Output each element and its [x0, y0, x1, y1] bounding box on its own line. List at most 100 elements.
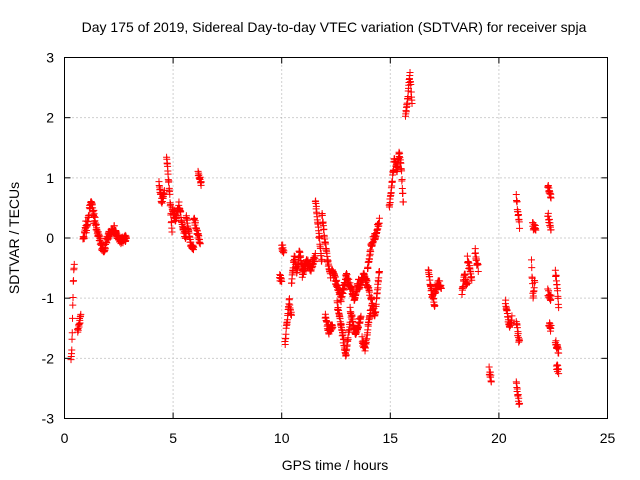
x-tick-label: 25: [600, 430, 616, 446]
data-point: [312, 202, 320, 210]
data-point: [487, 378, 495, 386]
data-point: [168, 228, 176, 236]
data-point: [278, 278, 286, 286]
data-point: [547, 226, 555, 234]
data-point: [544, 209, 552, 217]
data-point: [386, 198, 394, 206]
y-tick-label: -1: [42, 290, 55, 306]
data-point: [69, 293, 77, 301]
data-point: [98, 240, 106, 248]
plot-frame: [64, 57, 608, 419]
data-point: [513, 324, 521, 332]
data-point: [70, 277, 78, 285]
x-tick-label: 20: [491, 430, 507, 446]
data-point: [398, 176, 406, 184]
data-point: [512, 190, 520, 198]
data-point: [528, 264, 536, 272]
data-point: [375, 214, 383, 222]
data-point: [487, 371, 495, 379]
data-point: [282, 330, 290, 338]
data-point: [551, 266, 559, 274]
data-point: [527, 256, 535, 264]
data-point: [364, 264, 372, 272]
y-tick-label: -2: [42, 350, 55, 366]
data-point: [68, 329, 76, 337]
data-point: [320, 225, 328, 233]
data-point: [287, 311, 295, 319]
data-point: [472, 249, 480, 257]
data-point: [388, 177, 396, 185]
data-point: [345, 275, 353, 283]
data-point: [408, 100, 416, 108]
axis-ticks: [64, 57, 608, 419]
data-point: [77, 310, 85, 318]
data-point: [474, 268, 482, 276]
data-point: [349, 315, 357, 323]
data-point: [375, 268, 383, 276]
data-point: [394, 164, 402, 172]
data-point: [431, 302, 439, 310]
y-tick-label: 3: [46, 50, 54, 66]
data-point: [515, 218, 523, 226]
data-point: [399, 198, 407, 206]
data-point: [168, 218, 176, 226]
data-point: [516, 337, 524, 345]
data-point: [532, 226, 540, 234]
data-point: [545, 287, 553, 295]
data-point: [344, 336, 352, 344]
data-point: [196, 240, 204, 248]
x-tick-label: 0: [61, 430, 69, 446]
data-point: [468, 276, 476, 284]
data-point: [485, 363, 493, 371]
data-point: [69, 314, 77, 322]
y-tick-label: -3: [42, 411, 55, 427]
x-axis-label: GPS time / hours: [282, 457, 389, 473]
data-point: [367, 248, 375, 256]
data-point: [555, 304, 563, 312]
data-points: [67, 69, 563, 408]
data-point: [398, 167, 406, 175]
data-point: [374, 284, 382, 292]
data-point: [531, 278, 539, 286]
data-point: [177, 207, 185, 215]
data-point: [502, 296, 510, 304]
data-point: [69, 301, 77, 309]
x-tick-label: 15: [383, 430, 399, 446]
data-point: [280, 247, 288, 255]
data-point: [407, 80, 415, 88]
y-axis-label: SDTVAR / TECUs: [6, 182, 22, 294]
y-tick-labels: -3 -2 -1 0 1 2 3: [42, 50, 55, 427]
data-point: [122, 234, 130, 242]
data-point: [547, 321, 555, 329]
data-point: [285, 295, 293, 303]
data-point: [555, 370, 563, 378]
data-point: [366, 313, 374, 321]
data-point: [316, 234, 324, 242]
data-point: [515, 394, 523, 402]
grid-lines: [64, 57, 608, 419]
data-point: [508, 312, 516, 320]
data-point: [547, 194, 555, 202]
data-point: [513, 385, 521, 393]
data-point: [547, 291, 555, 299]
data-point: [516, 399, 524, 407]
data-point: [463, 252, 471, 260]
data-point: [166, 190, 174, 198]
y-tick-label: 1: [46, 170, 54, 186]
data-point: [68, 335, 76, 343]
chart-title: Day 175 of 2019, Sidereal Day-to-day VTE…: [82, 19, 587, 35]
data-point: [406, 69, 414, 77]
data-point: [197, 178, 205, 186]
data-point: [318, 255, 326, 263]
data-point: [545, 215, 553, 223]
y-tick-label: 0: [46, 230, 54, 246]
data-point: [183, 216, 191, 224]
x-tick-label: 5: [169, 430, 177, 446]
data-point: [318, 211, 326, 219]
data-point: [473, 255, 481, 263]
data-point: [399, 189, 407, 197]
data-point: [165, 177, 173, 185]
data-point: [554, 294, 562, 302]
data-point: [167, 200, 175, 208]
data-point: [190, 243, 198, 251]
